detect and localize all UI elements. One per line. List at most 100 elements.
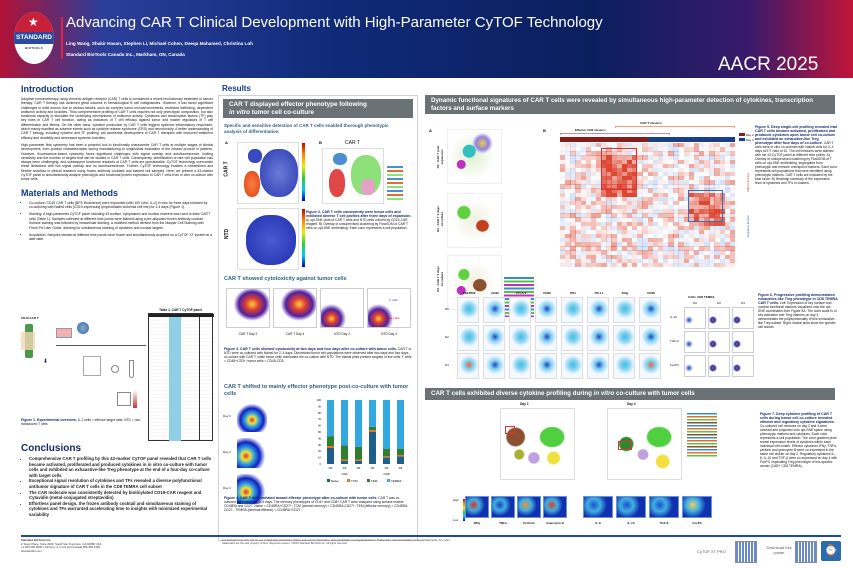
heatmap-cell <box>693 192 700 198</box>
heatmap-cell <box>693 196 700 202</box>
heatmap-cell <box>724 258 731 264</box>
heatmap-cell <box>719 167 725 173</box>
heatmap-cell <box>611 221 617 226</box>
heatmap-cell <box>596 151 602 156</box>
heatmap-cell <box>585 171 592 177</box>
heatmap-cell <box>626 229 633 235</box>
heatmap-cell <box>642 213 648 218</box>
heatmap-cell <box>683 229 689 235</box>
heatmap-cell <box>678 184 684 189</box>
heatmap-cell <box>570 159 576 164</box>
heatmap-cell <box>621 155 628 160</box>
heatmap-cell <box>683 155 689 160</box>
heatmap-cell <box>673 233 679 239</box>
heatmap-cell <box>662 155 669 160</box>
heatmap-cell <box>601 246 607 251</box>
marker-label: PD1 <box>570 291 576 295</box>
heatmap-cell <box>560 176 566 181</box>
qr-code-icon[interactable] <box>735 541 757 563</box>
heatmap-cell <box>657 151 664 156</box>
heatmap-cell <box>601 196 607 202</box>
heatmap-cell <box>719 163 725 169</box>
heatmap-cell <box>616 213 623 218</box>
heatmap-cell <box>585 217 592 222</box>
heatmap-cell <box>673 147 679 152</box>
heatmap-cell <box>683 188 689 193</box>
heatmap-cell <box>688 176 695 181</box>
heatmap-cell <box>714 205 720 210</box>
heatmap-cell <box>580 242 587 247</box>
side-label-regulatory: Regulatory function <box>747 215 750 238</box>
heatmap-cell <box>683 176 689 181</box>
heatmap-cell <box>688 233 695 239</box>
heatmap-cell <box>693 213 700 218</box>
methods-item: Co-culture: CD19 CAR T cells (BPS Biosci… <box>29 201 213 210</box>
x-tick-label: D4 <box>399 466 403 470</box>
heatmap-cell <box>729 242 736 247</box>
heatmap-cell <box>606 163 612 169</box>
heatmap-cell <box>611 225 617 231</box>
heatmap-cell <box>585 163 592 169</box>
marker-tsne-plot <box>483 353 505 379</box>
heatmap-cell <box>652 221 659 226</box>
heatmap-cell <box>601 176 607 181</box>
heatmap-cell <box>714 143 720 148</box>
heatmap-cell <box>596 167 602 173</box>
heatmap-cell <box>693 229 700 235</box>
marker-tsne-plot <box>639 297 661 323</box>
heatmap-cell <box>642 151 648 156</box>
heatmap-cell <box>652 163 659 169</box>
bar-segment-tem <box>397 448 404 456</box>
day2-annotation-bar <box>560 137 648 142</box>
heatmap-cell <box>616 262 623 268</box>
heatmap-cell <box>662 213 669 218</box>
heatmap-cell <box>570 196 576 202</box>
heatmap-cell <box>688 163 695 169</box>
heatmap-cell <box>570 242 576 247</box>
heatmap-cell <box>632 262 638 268</box>
heatmap-cell <box>668 262 674 268</box>
heatmap-cell <box>596 196 602 202</box>
heatmap-cell <box>565 238 571 243</box>
heatmap-cell <box>611 163 617 169</box>
heatmap-cell <box>626 184 633 189</box>
heatmap-cell <box>688 147 695 152</box>
row-label: CAR T <box>223 161 230 177</box>
camera-icon[interactable]: ⌚ <box>821 541 841 561</box>
heatmap-cell <box>596 143 602 148</box>
heatmap-cell <box>698 176 705 181</box>
x-tick-label: D2 <box>385 466 389 470</box>
heatmap-cell <box>606 155 612 160</box>
heatmap-cell <box>596 163 602 169</box>
heatmap-cell <box>678 213 684 218</box>
heatmap-cell <box>637 217 643 222</box>
heatmap-cell <box>642 233 648 239</box>
heatmap-cell <box>688 229 695 235</box>
time-label: D0 <box>445 307 449 311</box>
y-tick-label: 70 <box>318 417 321 421</box>
heatmap-cell <box>709 246 715 251</box>
heatmap-cell <box>642 262 648 268</box>
heatmap-cell <box>570 246 576 251</box>
qr-code-icon[interactable] <box>795 541 817 563</box>
heatmap-cell <box>621 180 628 185</box>
heatmap-cell <box>668 171 674 177</box>
cytokine-inset-plot <box>491 496 515 518</box>
heatmap-cell <box>560 209 566 214</box>
heatmap-cell <box>678 188 684 193</box>
heatmap-cell <box>590 242 597 247</box>
heatmap-cell <box>678 192 684 198</box>
heatmap-cell <box>724 242 731 247</box>
heatmap-cell <box>657 205 664 210</box>
heatmap-cell <box>642 180 648 185</box>
heatmap-cell <box>575 209 581 214</box>
heatmap-cell <box>616 159 623 164</box>
heatmap-cell <box>662 225 669 231</box>
panel-title: CAR T <box>345 140 360 146</box>
heatmap-cell <box>637 205 643 210</box>
heatmap-cell <box>647 213 653 218</box>
heatmap-cell <box>632 163 638 169</box>
heatmap-cell <box>719 242 725 247</box>
plot-label: NTD Day 4 <box>381 332 397 336</box>
heatmap-cell <box>693 250 700 255</box>
